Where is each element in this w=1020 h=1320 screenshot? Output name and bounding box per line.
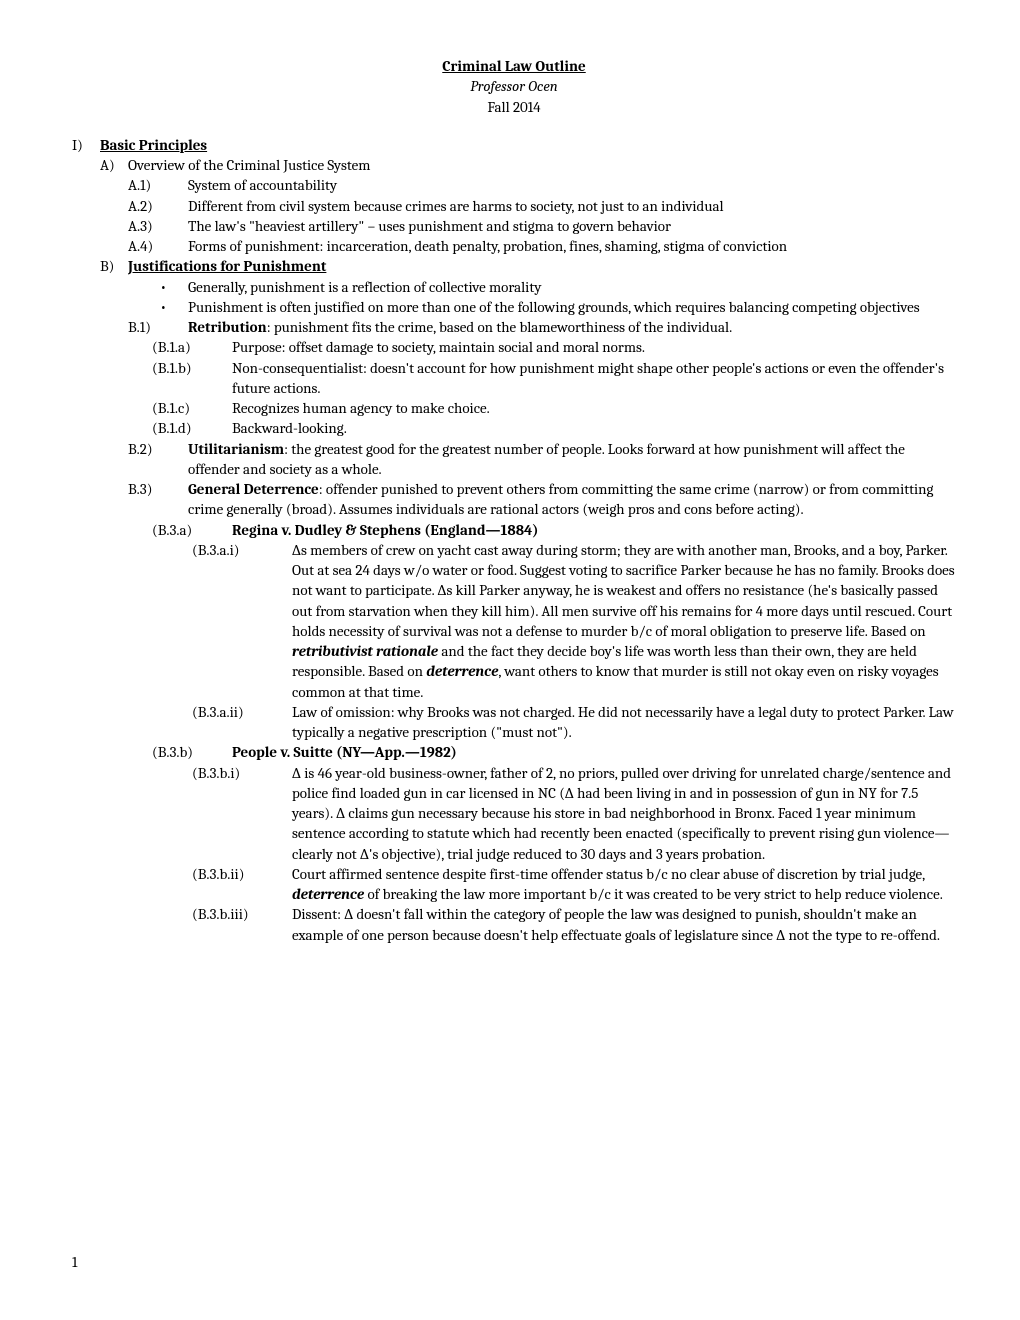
text: Forms of punishment: incarceration, deat… [188,237,787,255]
text: Backward-looking. [232,419,347,437]
outline-item-B3aii: (B.3.a.ii)Law of omission: why Brooks wa… [192,702,956,743]
text: Non-consequentialist: doesn't account fo… [232,359,944,397]
marker: (B.3.b) [152,742,232,762]
text-em1: retributivist rationale [292,642,438,660]
outline-item-B3bii: (B.3.b.ii)Court affirmed sentence despit… [192,864,956,905]
text: Generally, punishment is a reflection of… [188,278,541,296]
outline-item-B1d: (B.1.d)Backward-looking. [152,418,956,438]
marker: (B.1.a) [152,337,232,357]
doc-term: Fall 2014 [72,97,956,117]
marker: A.4) [128,236,188,256]
text: Different from civil system because crim… [188,197,724,215]
marker: B.2) [128,439,188,459]
rest: : the greatest good for the greatest num… [188,440,905,478]
lead: Retribution [188,318,267,336]
marker: B) [100,256,128,276]
outline-item-B1: B.1)Retribution: punishment fits the cri… [128,317,956,337]
outline-item-B1b: (B.1.b)Non-consequentialist: doesn't acc… [152,358,956,399]
text: ∆ is 46 year-old business-owner, father … [292,764,951,863]
outline-item-A1: A.1)System of accountability [128,175,956,195]
section-title: Justifications for Punishment [128,257,326,275]
lead: Utilitarianism [188,440,284,458]
outline-item-B3biii: (B.3.b.iii)Dissent: ∆ doesn't fall withi… [192,904,956,945]
outline-item-B3b: (B.3.b)People v. Suitte (NY—App.—1982) [152,742,956,762]
text: Punishment is often justified on more th… [188,298,920,316]
outline-item-B3bi: (B.3.b.i)∆ is 46 year-old business-owner… [192,763,956,864]
text-pre: Court affirmed sentence despite first-ti… [292,865,925,883]
text: Recognizes human agency to make choice. [232,399,490,417]
marker: I) [72,135,100,155]
doc-professor: Professor Ocen [72,76,956,96]
outline-item-A: A)Overview of the Criminal Justice Syste… [100,155,956,175]
marker: (B.1.b) [152,358,232,378]
text-pre: ∆s members of crew on yacht cast away du… [292,541,955,640]
rest: : punishment fits the crime, based on th… [267,318,732,336]
case-name: People v. Suitte (NY—App.—1982) [232,743,457,761]
marker: A.3) [128,216,188,236]
case-name: Regina v. Dudley & Stephens (England—188… [232,521,538,539]
outline-item-B3: B.3)General Deterrence: offender punishe… [128,479,956,520]
marker: B.3) [128,479,188,499]
outline-item-B3ai: (B.3.a.i)∆s members of crew on yacht cas… [192,540,956,702]
outline-item-B: B)Justifications for Punishment [100,256,956,276]
marker: B.1) [128,317,188,337]
outline-item-I: I)Basic Principles [72,135,956,155]
outline-item-B1c: (B.1.c)Recognizes human agency to make c… [152,398,956,418]
section-title: Basic Principles [100,136,207,154]
outline-item-B2: B.2)Utilitarianism: the greatest good fo… [128,439,956,480]
outline-item-A3: A.3)The law's "heaviest artillery" – use… [128,216,956,236]
text: Law of omission: why Brooks was not char… [292,703,954,741]
text: Dissent: ∆ doesn't fall within the categ… [292,905,940,943]
marker: (B.3.b.iii) [192,904,292,924]
marker: A) [100,155,128,175]
outline-item-A2: A.2)Different from civil system because … [128,196,956,216]
marker: (B.3.b.ii) [192,864,292,884]
marker: (B.3.a) [152,520,232,540]
text-em1: deterrence [292,885,364,903]
text: System of accountability [188,176,337,194]
outline-item-A4: A.4)Forms of punishment: incarceration, … [128,236,956,256]
marker: (B.1.c) [152,398,232,418]
marker: (B.3.a.i) [192,540,292,560]
text-em2: deterrence [426,662,498,680]
lead: General Deterrence [188,480,319,498]
marker: A.1) [128,175,188,195]
text: The law's "heaviest artillery" – uses pu… [188,217,671,235]
marker: (B.3.a.ii) [192,702,292,722]
text-post: of breaking the law more important b/c i… [364,885,943,903]
text: Purpose: offset damage to society, maint… [232,338,645,356]
bullet-item: Punishment is often justified on more th… [160,297,956,317]
outline-item-B3a: (B.3.a)Regina v. Dudley & Stephens (Engl… [152,520,956,540]
outline-item-B1a: (B.1.a)Purpose: offset damage to society… [152,337,956,357]
marker: A.2) [128,196,188,216]
text: Overview of the Criminal Justice System [128,156,370,174]
marker: (B.3.b.i) [192,763,292,783]
doc-title: Criminal Law Outline [72,56,956,76]
page-number: 1 [72,1252,77,1272]
bullet-item: Generally, punishment is a reflection of… [160,277,956,297]
marker: (B.1.d) [152,418,232,438]
